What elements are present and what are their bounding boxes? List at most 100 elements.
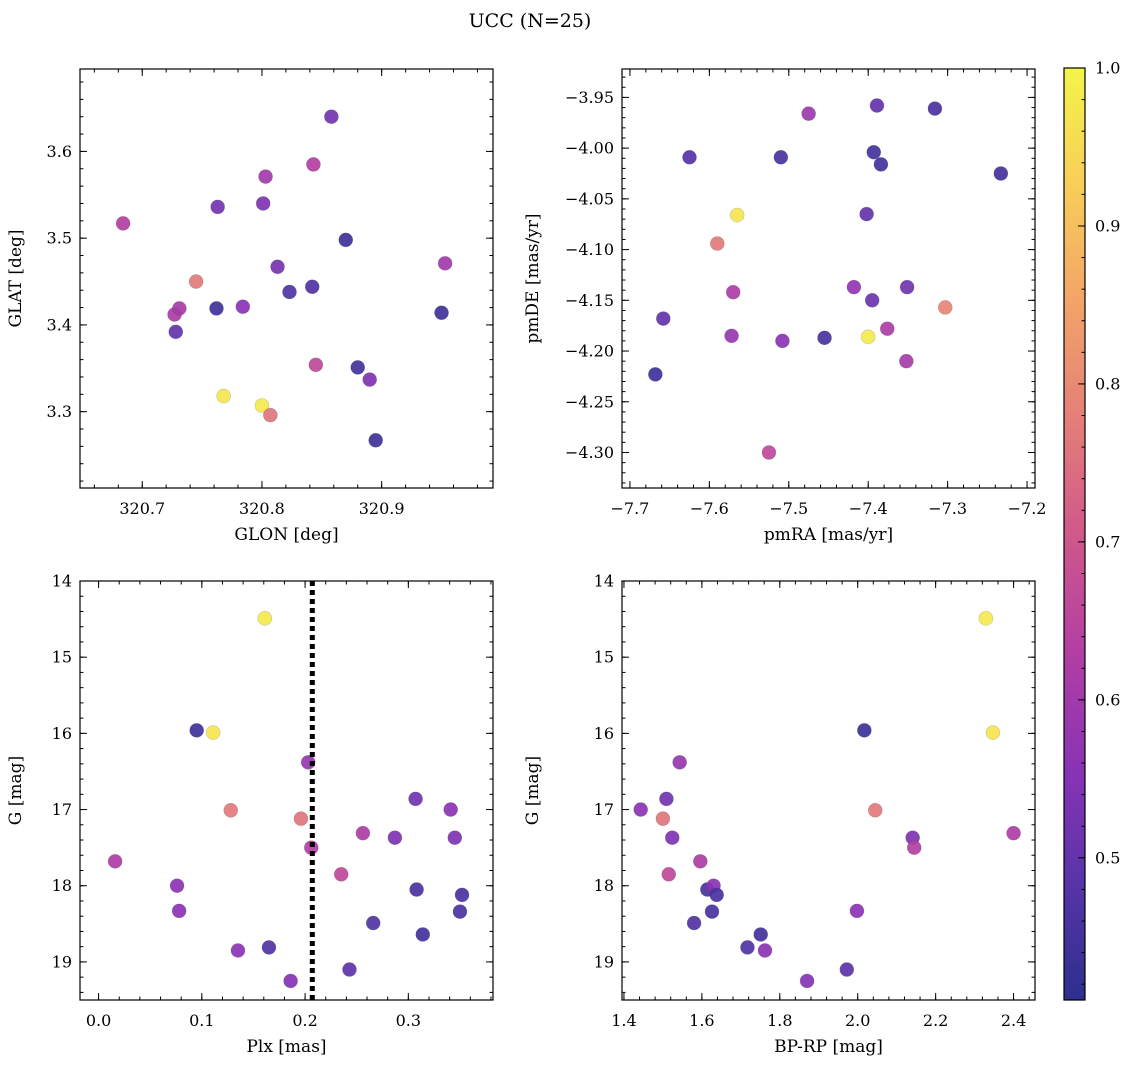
scatter-point: [761, 445, 777, 460]
scatter-point: [168, 324, 184, 340]
scatter-point: [937, 300, 953, 315]
panel-pmra-pmde: −7.7 −7.6 −7.5 −7.4 −7.3 −7.2 −4.30 −4.25 −4.20 −…: [523, 68, 1047, 545]
scatter-point: [682, 149, 697, 165]
scatter-point: [799, 973, 815, 989]
scatter-point: [693, 854, 708, 869]
x-tick-label: −7.2: [1008, 499, 1047, 518]
x-tick-label: 0.1: [189, 1011, 214, 1030]
scatter-point: [107, 854, 123, 869]
chart-title: UCC (N=25): [469, 10, 592, 32]
x-tick-label: −7.7: [611, 499, 650, 518]
scatter-point: [873, 157, 889, 172]
scatter-point: [817, 330, 832, 346]
scatter-point: [216, 388, 231, 404]
scatter-point: [293, 811, 309, 826]
scatter-point: [740, 940, 755, 955]
colorbar-tick-label: 0.5: [1095, 848, 1120, 867]
scatter-point: [452, 904, 468, 919]
plot-frame: [621, 580, 1036, 1001]
scatter-point: [308, 357, 324, 373]
x-tick-label: 2.2: [923, 1011, 948, 1030]
scatter-point: [283, 973, 298, 989]
scatter-point: [869, 98, 885, 113]
scatter-point: [415, 927, 431, 942]
scatter-point: [906, 840, 922, 855]
scatter-point: [729, 207, 745, 223]
x-tick-label: −7.5: [769, 499, 808, 518]
scatter-point: [205, 725, 221, 740]
plot-frame: [621, 68, 1036, 489]
scatter-point: [846, 279, 862, 295]
scatter-point: [355, 825, 371, 841]
scatter-point: [368, 432, 383, 448]
x-tick-label: 320.7: [119, 499, 165, 518]
x-axis-label: Plx [mas]: [246, 1037, 326, 1057]
y-axis-label: GLAT [deg]: [6, 229, 26, 327]
scatter-point: [899, 353, 914, 369]
y-tick-label: −4.30: [565, 443, 614, 462]
scatter-point: [724, 328, 739, 344]
scatter-point: [985, 725, 1001, 740]
scatter-point: [978, 611, 994, 626]
scatter-point: [867, 803, 883, 818]
y-tick-label: −4.05: [565, 189, 614, 208]
scatter-point: [255, 196, 271, 211]
scatter-point: [338, 232, 354, 248]
scatter-point: [365, 915, 381, 931]
scatter-point: [387, 830, 403, 846]
scatter-point: [839, 962, 855, 977]
y-tick-label: 15: [594, 648, 614, 667]
scatter-point: [409, 882, 424, 897]
scatter-point: [189, 723, 204, 738]
scatter-point: [257, 611, 273, 626]
scatter-point: [773, 149, 789, 165]
scatter-point: [1006, 825, 1021, 841]
y-tick-label: −4.15: [565, 291, 614, 310]
colorbar-tick-label: 0.9: [1095, 216, 1120, 235]
y-tick-label: 14: [52, 572, 72, 591]
y-axis-label: pmDE [mas/yr]: [523, 213, 543, 343]
scatter-point: [454, 887, 470, 903]
y-tick-label: 17: [594, 800, 614, 819]
colorbar-tick-label: 0.6: [1095, 690, 1120, 709]
scatter-point: [333, 866, 349, 882]
y-axis-label: G [mag]: [6, 756, 26, 825]
x-tick-label: 320.8: [239, 499, 285, 518]
y-tick-label: 18: [594, 876, 614, 895]
scatter-point: [704, 904, 720, 919]
scatter-point: [342, 962, 357, 977]
scatter-point: [447, 830, 463, 846]
colorbar: 0.5 0.6 0.7 0.8 0.9 1.0: [1063, 59, 1120, 1001]
x-axis-label: BP-RP [mag]: [774, 1037, 883, 1057]
y-tick-label: 16: [594, 724, 614, 743]
y-tick-label: 17: [52, 800, 72, 819]
scatter-point: [210, 199, 225, 215]
scatter-point: [866, 144, 882, 160]
scatter-point: [350, 360, 366, 375]
x-axis-label: GLON [deg]: [234, 525, 338, 545]
x-tick-label: 2.0: [845, 1011, 870, 1030]
x-tick-label: −7.6: [690, 499, 729, 518]
x-tick-label: 2.4: [1001, 1011, 1026, 1030]
y-tick-label: −4.25: [565, 392, 614, 411]
scatter-point: [857, 723, 872, 738]
scatter-point: [860, 329, 876, 345]
scatter-point: [757, 943, 773, 958]
scatter-point: [172, 301, 187, 316]
scatter-point: [362, 372, 377, 387]
colorbar-gradient: [1064, 68, 1085, 1000]
scatter-point: [408, 791, 423, 807]
scatter-point: [171, 903, 187, 919]
x-tick-label: 1.4: [611, 1011, 636, 1030]
x-tick-label: 1.8: [767, 1011, 792, 1030]
scatter-point: [648, 367, 663, 382]
scatter-point: [655, 811, 671, 826]
scatter-point: [655, 311, 671, 326]
y-tick-label: 19: [594, 952, 614, 971]
scatter-point: [270, 259, 285, 275]
plot-frame: [79, 580, 494, 1001]
y-tick-label: −4.00: [565, 139, 614, 158]
scatter-point: [261, 940, 277, 955]
scatter-point: [437, 256, 453, 271]
